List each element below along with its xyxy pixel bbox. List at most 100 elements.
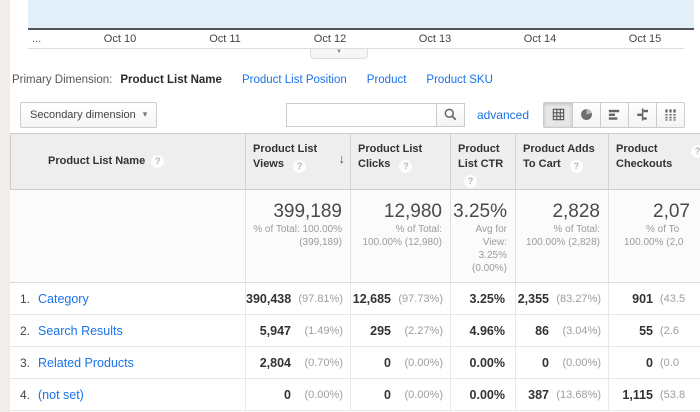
axis-tick: Oct 12: [313, 33, 347, 45]
clicks-value: 295: [370, 323, 391, 338]
view-percentage-button[interactable]: [572, 102, 600, 127]
advanced-search-link[interactable]: advanced: [476, 107, 529, 122]
view-comparison-button[interactable]: [628, 102, 656, 127]
row-index: 1.: [20, 291, 31, 306]
search-button[interactable]: [435, 102, 465, 127]
adds-value: 2,355: [517, 291, 549, 306]
views-value: 5,947: [259, 323, 291, 338]
axis-tick: Oct 13: [418, 33, 452, 45]
dropdown-caret-icon: ▾: [142, 109, 148, 119]
column-header-product-checkouts[interactable]: Product Checkouts ?: [608, 134, 700, 189]
help-icon[interactable]: ?: [569, 160, 583, 173]
primary-dimension-selected[interactable]: Product List Name: [120, 74, 222, 86]
views-percent: (0.70%): [304, 356, 343, 369]
totals-checkouts-value: 2,07: [653, 201, 690, 222]
adds-percent: (83.27%): [556, 292, 601, 305]
table-toolbar: Secondary dimension ▾ advanced: [20, 101, 685, 128]
column-header-product-list-name[interactable]: Product List Name ?: [10, 134, 245, 189]
view-performance-button[interactable]: [600, 102, 628, 127]
timeline-x-axis: ... Oct 10 Oct 11 Oct 12 Oct 13 Oct 14 O…: [28, 33, 694, 47]
clicks-percent: (97.73%): [398, 292, 443, 305]
chevron-down-icon: ▼: [336, 49, 342, 55]
checkouts-value: 1,115: [622, 387, 653, 402]
product-list-table: Product List Name ? Product List Views ?…: [10, 133, 700, 411]
primary-dimension-option-product[interactable]: Product: [366, 74, 407, 86]
checkouts-percent: (43.5: [660, 292, 686, 305]
column-header-product-list-views[interactable]: Product List Views ? ↓: [245, 134, 350, 189]
row-index: 2.: [20, 323, 31, 338]
table-search: [285, 102, 465, 127]
totals-clicks-cell: 12,980 % of Total: 100.00% (12,980): [350, 190, 450, 282]
divider: [28, 48, 684, 49]
view-data-table-button[interactable]: [544, 102, 572, 127]
help-icon[interactable]: ?: [399, 160, 413, 173]
product-list-link[interactable]: Search Results: [38, 323, 123, 338]
search-icon: [444, 108, 457, 121]
table-row: 2. Search Results 5,947 (1.49%) 295 (2.27%…: [10, 315, 700, 347]
totals-adds-note: % of Total: 100.00% (2,828): [526, 224, 600, 248]
pivot-table-icon: [665, 109, 676, 121]
primary-dimension-label: Primary Dimension:: [12, 74, 113, 86]
totals-adds-value: 2,828: [552, 201, 600, 222]
collapse-chart-tab[interactable]: ▼: [310, 49, 368, 59]
axis-tick: Oct 15: [628, 33, 662, 45]
checkouts-value: 55: [639, 323, 653, 338]
bar-list-icon: [608, 109, 620, 120]
primary-dimension-option-product-sku[interactable]: Product SKU: [426, 74, 493, 86]
help-icon[interactable]: ?: [691, 145, 700, 158]
totals-checkouts-note: % of To: [646, 224, 680, 235]
ctr-value: 4.96%: [469, 323, 505, 338]
totals-views-cell: 399,189 % of Total: 100.00% (399,189): [245, 190, 350, 282]
totals-views-value: 399,189: [273, 201, 342, 222]
secondary-dimension-button[interactable]: Secondary dimension ▾: [20, 101, 158, 128]
checkouts-percent: (53.8: [660, 388, 686, 401]
row-index: 3.: [20, 355, 31, 370]
adds-percent: (0.00%): [562, 356, 601, 369]
views-percent: (97.81%): [298, 292, 343, 305]
search-input[interactable]: [285, 102, 436, 127]
totals-clicks-value: 12,980: [383, 201, 442, 222]
totals-clicks-note: % of Total: 100.00% (12,980): [362, 224, 442, 248]
views-value: 390,438: [246, 291, 292, 306]
view-pivot-button[interactable]: [656, 102, 684, 127]
pie-chart-icon: [581, 109, 592, 120]
ctr-value: 3.25%: [469, 291, 505, 306]
totals-adds-cell: 2,828 % of Total: 100.00% (2,828): [515, 190, 608, 282]
timeline-chart-area[interactable]: [28, 0, 694, 30]
product-list-link[interactable]: Category: [38, 291, 89, 306]
primary-dimension-option-product-list-position[interactable]: Product List Position: [241, 74, 347, 86]
product-list-link[interactable]: Related Products: [38, 355, 134, 370]
table-row: 3. Related Products 2,804 (0.70%) 0 (0.00%…: [10, 347, 700, 379]
totals-ctr-cell: 3.25% Avg for View: 3.25% (0.00%): [450, 190, 515, 282]
view-mode-switcher: [543, 101, 685, 128]
ctr-value: 0.00%: [469, 387, 505, 402]
totals-checkouts-note: 100.00% (2,0: [624, 237, 684, 248]
totals-ctr-value: 3.25%: [453, 201, 507, 222]
ctr-value: 0.00%: [469, 355, 505, 370]
adds-value: 86: [535, 323, 549, 338]
sort-descending-icon: ↓: [338, 151, 346, 166]
column-header-product-list-ctr[interactable]: Product List CTR ?: [450, 134, 515, 189]
views-percent: (0.00%): [304, 388, 343, 401]
adds-percent: (13.68%): [556, 388, 601, 401]
column-header-product-adds-to-cart[interactable]: Product Adds To Cart ?: [515, 134, 608, 189]
views-percent: (1.49%): [304, 324, 343, 337]
totals-name-cell: [10, 190, 245, 282]
help-icon[interactable]: ?: [293, 160, 307, 173]
adds-value: 0: [542, 355, 549, 370]
views-value: 2,804: [259, 355, 291, 370]
checkouts-value: 0: [646, 355, 653, 370]
totals-checkouts-cell: 2,07 % of To 100.00% (2,0: [608, 190, 700, 282]
secondary-dimension-label: Secondary dimension: [30, 108, 136, 121]
clicks-percent: (2.27%): [404, 324, 443, 337]
adds-percent: (3.04%): [562, 324, 601, 337]
row-index: 4.: [20, 387, 31, 402]
clicks-percent: (0.00%): [404, 356, 443, 369]
checkouts-value: 901: [632, 291, 653, 306]
column-header-product-list-clicks[interactable]: Product List Clicks ?: [350, 134, 450, 189]
help-icon[interactable]: ?: [151, 155, 165, 168]
product-list-link[interactable]: (not set): [38, 387, 84, 402]
views-value: 0: [284, 387, 291, 402]
help-icon[interactable]: ?: [464, 175, 477, 188]
clicks-value: 0: [384, 355, 391, 370]
